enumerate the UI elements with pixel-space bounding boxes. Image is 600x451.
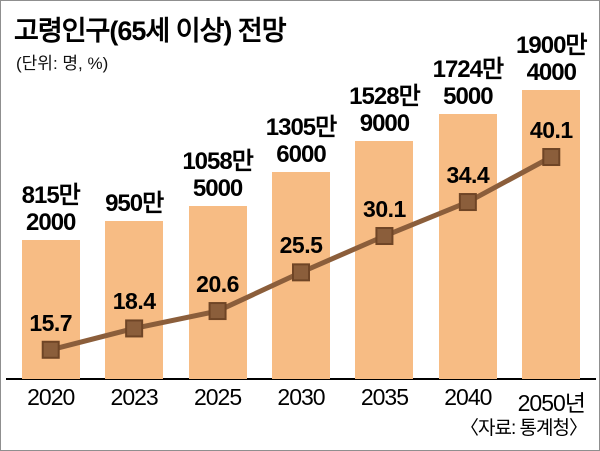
bar-value-label: 950만 [105, 189, 164, 217]
unit-label: (단위: 명, %) [16, 54, 109, 73]
x-tick-2040: 2040 [444, 384, 492, 410]
x-tick-2035: 2035 [360, 384, 409, 410]
bar-value-label: 1724만 5000 [432, 56, 504, 111]
bar-value-label: 1528만 9000 [349, 83, 420, 137]
page-title: 고령인구(65세 이상) 전망 [14, 16, 287, 46]
x-tick-2023: 2023 [110, 384, 159, 410]
pct-label: 34.4 [446, 162, 490, 189]
x-tick-2030: 2030 [277, 384, 325, 410]
bar-2040 [438, 114, 497, 379]
x-tick-2050년: 2050년 [517, 390, 586, 416]
bar-2030 [272, 171, 330, 379]
bar-value-label: 1900만 4000 [516, 31, 587, 86]
pct-label: 25.5 [279, 232, 323, 259]
source-label: 〈자료: 통계청〉 [460, 418, 588, 439]
bar-value-label: 815만 2000 [21, 181, 81, 236]
x-tick-2025: 2025 [193, 384, 242, 410]
pct-label: 30.1 [363, 196, 406, 222]
pct-label: 15.7 [29, 309, 73, 336]
pct-label: 40.1 [529, 117, 573, 143]
x-tick-2020: 2020 [27, 384, 75, 410]
pct-label: 18.4 [112, 288, 156, 315]
pct-label: 20.6 [196, 271, 239, 298]
bar-2035 [355, 141, 414, 379]
bar-value-label: 1058만 5000 [182, 147, 253, 202]
bar-value-label: 1305만 6000 [265, 113, 337, 168]
x-axis-line [6, 378, 596, 380]
